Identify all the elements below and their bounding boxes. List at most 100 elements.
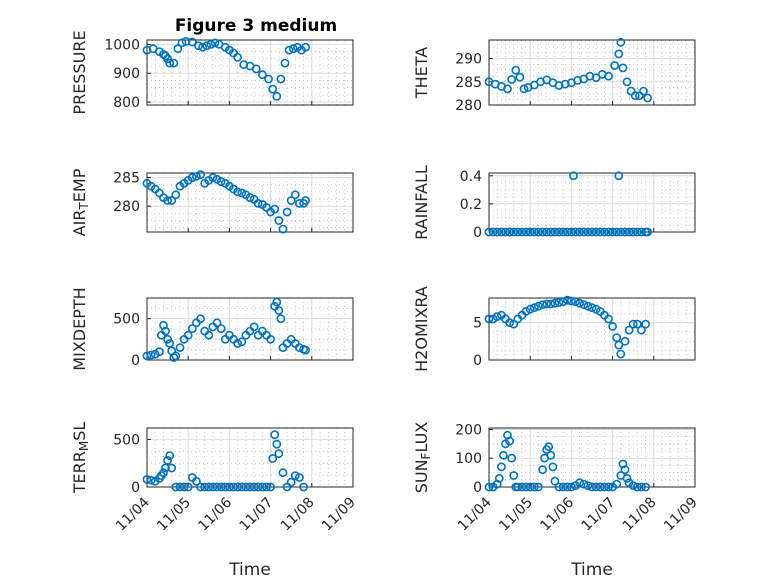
- data-point: [268, 84, 278, 94]
- y-axis-label: TERRMSL: [70, 422, 91, 495]
- data-point: [550, 227, 560, 237]
- data-point: [274, 449, 284, 459]
- data-point: [181, 37, 191, 46]
- data-point: [616, 349, 626, 359]
- data-point: [165, 451, 175, 460]
- data-point: [521, 227, 531, 237]
- data-point: [210, 38, 220, 48]
- y-tick-label: 500: [113, 312, 140, 328]
- data-point: [183, 330, 193, 340]
- data-point: [208, 482, 218, 492]
- data-point: [496, 462, 506, 472]
- data-point: [583, 301, 593, 311]
- data-point: [290, 190, 300, 200]
- y-tick-label: 0: [131, 480, 140, 496]
- data-point: [519, 84, 529, 94]
- data-point: [272, 297, 282, 307]
- data-point: [525, 304, 535, 314]
- x-tick-label: 11/09: [319, 495, 359, 535]
- data-point: [280, 58, 290, 68]
- data-point: [484, 227, 494, 237]
- data-point: [542, 299, 552, 309]
- data-point: [202, 41, 212, 51]
- data-point: [175, 343, 185, 352]
- data-point: [196, 482, 205, 492]
- data-point: [554, 298, 564, 307]
- data-point: [173, 44, 183, 54]
- subplot-pressure: 800 900 1000 PRESSURE: [70, 30, 354, 115]
- data-point: [187, 173, 197, 182]
- data-point: [604, 482, 613, 492]
- y-tick-label: 1000: [104, 37, 140, 53]
- data-point: [175, 482, 185, 492]
- data-point: [249, 322, 259, 332]
- y-tick-label: 290: [455, 52, 482, 68]
- y-axis-label: MIXDEPTH: [70, 287, 89, 370]
- data-point: [550, 298, 560, 308]
- series-markers: [142, 37, 310, 101]
- data-point: [276, 314, 286, 324]
- data-point: [194, 41, 203, 51]
- data-point: [257, 70, 267, 80]
- data-point: [569, 171, 578, 181]
- data-point: [513, 227, 523, 237]
- data-point: [167, 463, 177, 473]
- data-point: [229, 482, 238, 492]
- data-point: [641, 482, 650, 492]
- y-tick-label: 5: [473, 316, 482, 332]
- data-point: [628, 319, 638, 329]
- x-tick-label: 11/08: [278, 495, 318, 535]
- data-point: [301, 345, 310, 355]
- data-point: [511, 65, 521, 75]
- subplot-theta: 280 285 290 THETA: [412, 37, 696, 114]
- y-tick-label: 0: [473, 225, 482, 241]
- data-point: [509, 471, 519, 480]
- data-point: [142, 474, 152, 484]
- data-point: [628, 227, 638, 237]
- data-point: [620, 465, 630, 475]
- x-tick-label: 11/05: [154, 495, 194, 535]
- data-point: [616, 227, 626, 237]
- data-point: [558, 227, 568, 237]
- data-point: [575, 298, 584, 308]
- data-point: [488, 227, 498, 237]
- data-point: [216, 482, 226, 492]
- data-point: [575, 478, 584, 488]
- data-point: [233, 52, 242, 62]
- data-point: [591, 482, 601, 492]
- data-point: [643, 227, 652, 237]
- data-point: [266, 334, 275, 344]
- data-point: [505, 318, 514, 328]
- data-point: [608, 227, 617, 237]
- y-tick-label: 500: [113, 432, 140, 448]
- data-point: [161, 463, 170, 473]
- data-point: [187, 37, 197, 47]
- axes-border: [146, 297, 354, 361]
- series-markers: [484, 37, 652, 103]
- data-point: [513, 482, 523, 492]
- data-point: [624, 325, 634, 335]
- data-point: [612, 479, 622, 489]
- y-tick-label: 285: [113, 171, 140, 187]
- data-point: [548, 462, 558, 472]
- data-point: [163, 196, 172, 205]
- data-point: [241, 482, 251, 492]
- subplot-rainfall: 0 0.2 0.4 RAINFALL: [412, 165, 696, 241]
- subplot-terr-msl: 0 500 TERRMSL: [70, 422, 354, 496]
- data-point: [571, 297, 580, 307]
- x-tick-label: 11/07: [237, 495, 277, 535]
- data-point: [484, 482, 494, 492]
- data-point: [587, 482, 597, 492]
- subplot-mixdepth: 0 500 MIXDEPTH: [70, 287, 354, 371]
- data-point: [507, 75, 517, 84]
- data-point: [587, 227, 597, 237]
- data-point: [492, 312, 502, 322]
- data-point: [525, 482, 535, 492]
- data-point: [591, 227, 601, 237]
- data-point: [505, 227, 514, 237]
- data-point: [562, 482, 572, 492]
- y-tick-label: 0.2: [460, 197, 482, 213]
- data-point: [249, 482, 259, 492]
- data-point: [604, 227, 613, 237]
